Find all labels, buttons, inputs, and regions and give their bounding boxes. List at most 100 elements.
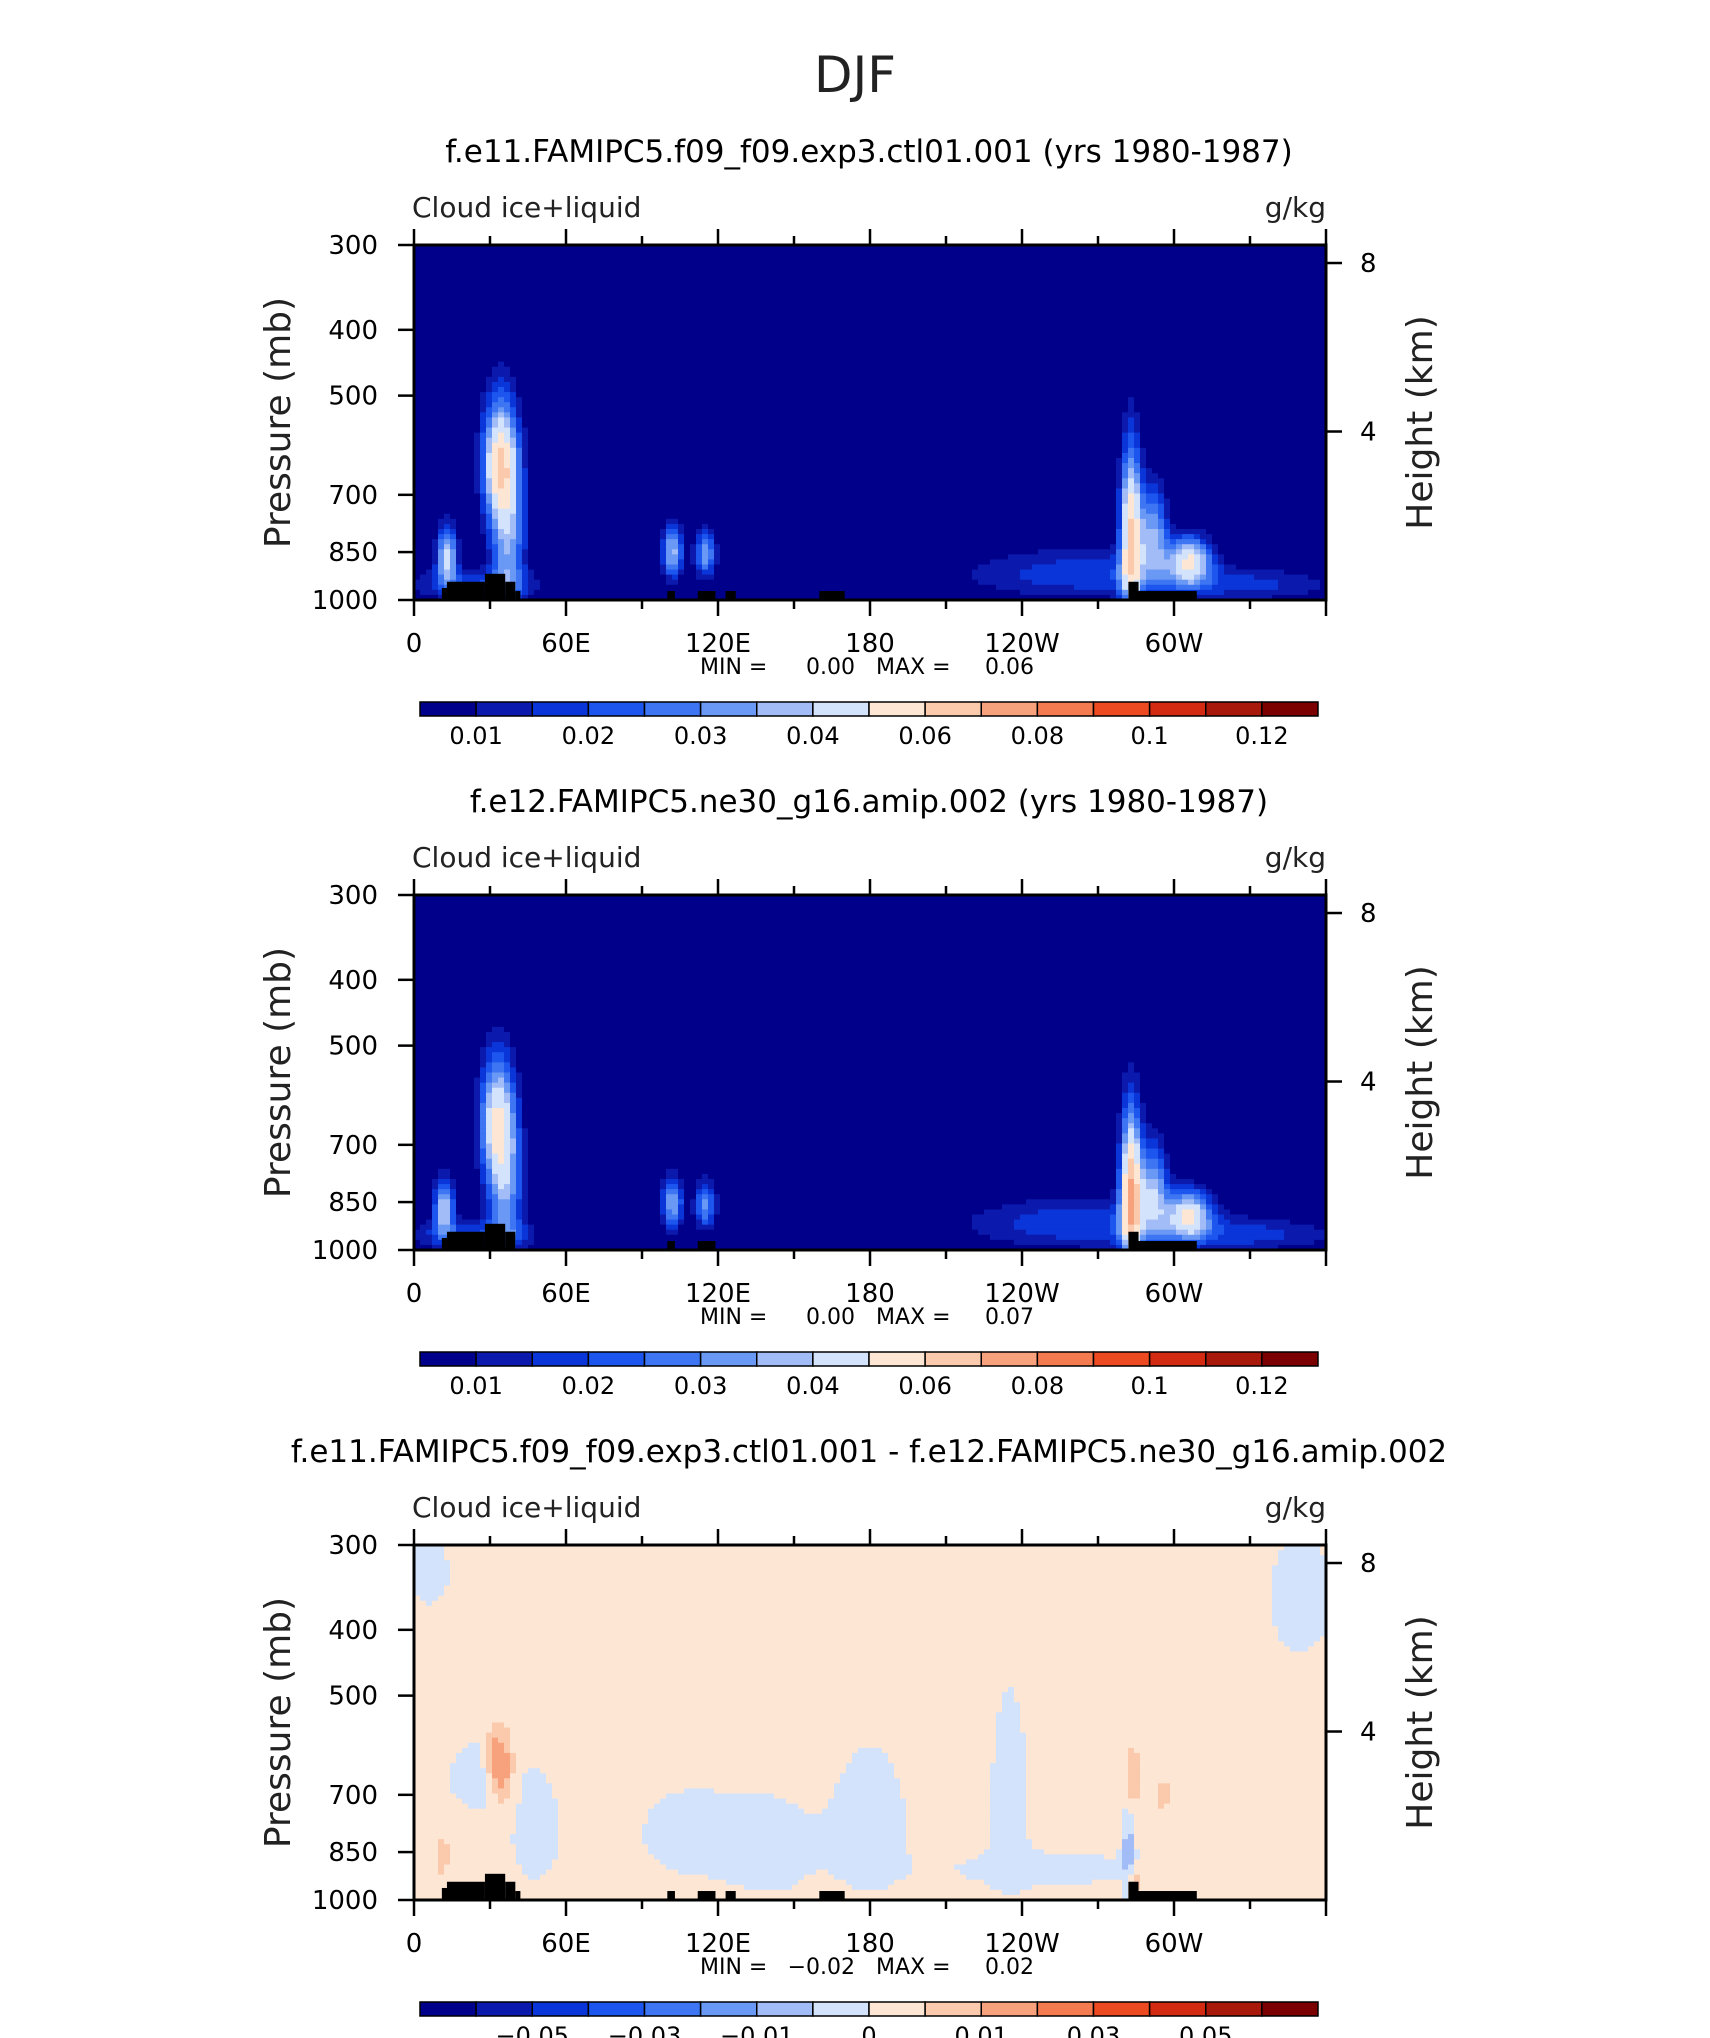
field-cell bbox=[510, 529, 517, 535]
field-cell bbox=[414, 945, 1326, 952]
field-cell bbox=[528, 1138, 1117, 1145]
field-cell bbox=[1284, 1234, 1326, 1241]
field-cell bbox=[1116, 1229, 1123, 1236]
field-cell bbox=[528, 1244, 1081, 1250]
colorbar-label: 0.03 bbox=[674, 722, 727, 750]
field-cell bbox=[678, 1194, 685, 1200]
colorbar-swatch bbox=[756, 1351, 814, 1367]
field-cell bbox=[492, 1204, 499, 1211]
field-cell bbox=[1122, 1199, 1129, 1205]
field-cell bbox=[990, 1778, 1027, 1784]
panel-title: f.e11.FAMIPC5.f09_f09.exp3.ctl01.001 - f… bbox=[291, 1434, 1447, 1470]
field-cell bbox=[558, 1854, 655, 1861]
field-cell bbox=[1134, 544, 1141, 550]
field-cell bbox=[498, 529, 505, 535]
field-cell bbox=[1266, 1224, 1315, 1231]
field-cell bbox=[1026, 1788, 1129, 1795]
field-cell bbox=[666, 1168, 679, 1175]
field-cell bbox=[528, 554, 661, 561]
field-cell bbox=[516, 442, 523, 449]
field-cell bbox=[522, 589, 529, 596]
field-cell bbox=[1128, 1793, 1141, 1800]
field-cell bbox=[1134, 1179, 1141, 1185]
colorbar-swatch bbox=[812, 701, 870, 717]
field-cell bbox=[690, 554, 697, 561]
field-cell bbox=[450, 1570, 1273, 1577]
field-cell bbox=[804, 1874, 835, 1881]
field-cell bbox=[1176, 569, 1201, 576]
field-cell bbox=[480, 463, 487, 469]
field-cell bbox=[522, 1148, 529, 1155]
field-cell bbox=[1224, 1214, 1249, 1221]
field-cell bbox=[516, 1133, 523, 1140]
field-cell bbox=[480, 1747, 487, 1754]
field-cell bbox=[414, 1671, 1326, 1678]
field-cell bbox=[444, 569, 451, 576]
field-cell bbox=[1128, 498, 1135, 505]
field-cell bbox=[1314, 1239, 1326, 1246]
field-cell bbox=[1140, 1153, 1147, 1160]
field-cell bbox=[1158, 473, 1326, 479]
field-cell bbox=[450, 1219, 457, 1226]
field-cell bbox=[846, 1763, 895, 1769]
field-cell bbox=[492, 513, 499, 520]
field-cell bbox=[486, 1037, 511, 1043]
field-cell bbox=[414, 442, 475, 449]
field-cell bbox=[450, 1859, 517, 1866]
field-cell bbox=[1134, 493, 1141, 500]
field-cell bbox=[906, 1813, 991, 1820]
field-cell bbox=[510, 1133, 517, 1140]
field-cell bbox=[516, 1194, 523, 1200]
field-cell bbox=[1134, 518, 1141, 525]
field-cell bbox=[1146, 549, 1165, 555]
field-cell bbox=[1158, 539, 1165, 545]
colorbar-swatch bbox=[980, 1351, 1039, 1367]
field-cell bbox=[1116, 1173, 1123, 1180]
field-cell bbox=[1200, 569, 1207, 576]
field-cell bbox=[684, 529, 697, 535]
field-cell bbox=[498, 1199, 511, 1205]
field-cell bbox=[510, 447, 517, 454]
field-cell bbox=[894, 1768, 991, 1774]
field-cell bbox=[720, 544, 1111, 550]
field-cell bbox=[666, 564, 679, 571]
field-cell bbox=[906, 1829, 991, 1835]
field-cell bbox=[516, 1829, 559, 1835]
field-cell bbox=[414, 1823, 517, 1830]
field-cell bbox=[1116, 488, 1123, 495]
field-cell bbox=[504, 452, 511, 459]
field-cell bbox=[1140, 442, 1326, 449]
field-cell bbox=[996, 1732, 1027, 1739]
y-tick-label: 700 bbox=[328, 1131, 378, 1161]
field-cell bbox=[1158, 1184, 1165, 1190]
field-cell bbox=[696, 1194, 703, 1200]
field-cell bbox=[666, 1224, 679, 1231]
field-cell bbox=[414, 1580, 451, 1587]
field-cell bbox=[414, 498, 481, 505]
x-tick-label: 60E bbox=[541, 1929, 591, 1959]
field-cell bbox=[528, 564, 661, 571]
field-cell bbox=[414, 1102, 475, 1109]
field-cell bbox=[414, 275, 1326, 282]
colorbar-swatch bbox=[1148, 1351, 1207, 1367]
colorbar-swatch bbox=[699, 1351, 758, 1367]
field-cell bbox=[1122, 544, 1129, 550]
field-cell bbox=[414, 569, 427, 576]
field-cell bbox=[1128, 1778, 1141, 1784]
field-cell bbox=[1134, 498, 1141, 505]
field-cell bbox=[522, 579, 529, 586]
field-cell bbox=[516, 574, 523, 581]
field-cell bbox=[1122, 1829, 1135, 1835]
field-cell bbox=[522, 1113, 1117, 1119]
field-cell bbox=[528, 1204, 661, 1211]
field-cell bbox=[474, 483, 481, 490]
field-cell bbox=[516, 579, 523, 586]
colorbar-swatch bbox=[419, 701, 477, 717]
field-cell bbox=[1206, 1234, 1219, 1241]
field-cell bbox=[1128, 427, 1135, 434]
field-cell bbox=[1134, 1153, 1141, 1160]
field-cell bbox=[720, 559, 991, 566]
y-tick-label: 300 bbox=[328, 231, 378, 261]
field-cell bbox=[522, 483, 529, 490]
topography-block bbox=[515, 1891, 521, 1900]
